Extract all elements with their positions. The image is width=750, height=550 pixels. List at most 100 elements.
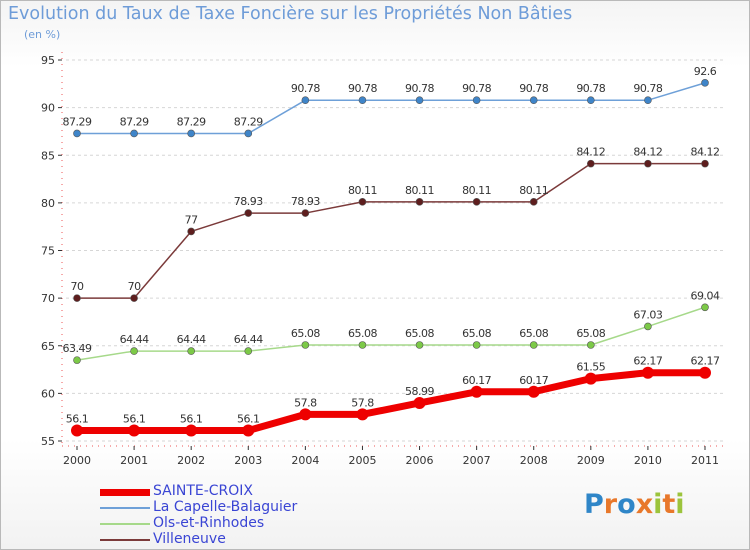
data-label-la-capelle-balaguier: 90.78	[405, 82, 434, 95]
y-tick-label: 95	[41, 54, 55, 67]
x-tick-label: 2006	[406, 454, 434, 467]
data-label-la-capelle-balaguier: 87.29	[63, 115, 92, 128]
data-label-villeneuve: 80.11	[462, 184, 491, 197]
data-point-sainte-croix	[242, 424, 255, 437]
proxiti-logo: Proxiti	[584, 489, 685, 520]
data-label-villeneuve: 77	[185, 213, 198, 226]
data-label-ols-et-rinhodes: 64.44	[177, 333, 206, 346]
data-point-ols-et-rinhodes	[358, 341, 367, 349]
data-point-ols-et-rinhodes	[644, 322, 652, 331]
data-point-la-capelle-balaguier	[130, 129, 138, 138]
x-tick-label: 2004	[291, 454, 319, 467]
legend-label: Villeneuve	[153, 531, 226, 547]
data-label-sainte-croix: 62.17	[691, 355, 720, 368]
data-label-villeneuve: 84.12	[633, 146, 662, 159]
series-line-sainte-croix	[73, 369, 709, 435]
data-point-ols-et-rinhodes	[529, 341, 538, 349]
data-label-villeneuve: 84.12	[576, 146, 605, 159]
data-point-la-capelle-balaguier	[472, 96, 481, 104]
data-label-villeneuve: 80.11	[348, 184, 377, 197]
data-point-sainte-croix	[413, 396, 426, 409]
y-tick-label: 90	[41, 102, 55, 115]
data-point-sainte-croix	[71, 424, 83, 437]
data-point-ols-et-rinhodes	[301, 341, 310, 349]
data-point-ols-et-rinhodes	[587, 341, 595, 349]
x-tick-label: 2011	[691, 454, 719, 467]
data-label-ols-et-rinhodes: 63.49	[63, 342, 92, 355]
data-label-villeneuve: 80.11	[405, 184, 434, 197]
data-point-sainte-croix	[470, 385, 483, 398]
data-label-sainte-croix: 60.17	[462, 374, 491, 387]
x-tick-label: 2008	[520, 454, 548, 467]
data-label-la-capelle-balaguier: 90.78	[348, 82, 377, 95]
data-label-la-capelle-balaguier: 87.29	[177, 115, 206, 128]
data-label-la-capelle-balaguier: 92.6	[694, 65, 717, 78]
data-point-ols-et-rinhodes	[130, 347, 138, 355]
data-label-ols-et-rinhodes: 65.08	[462, 327, 491, 340]
data-label-sainte-croix: 60.17	[519, 374, 548, 387]
data-label-la-capelle-balaguier: 90.78	[576, 82, 605, 95]
x-tick-label: 2000	[63, 454, 91, 467]
data-label-ols-et-rinhodes: 65.08	[576, 327, 605, 340]
x-tick-label: 2005	[348, 454, 376, 467]
data-label-ols-et-rinhodes: 65.08	[405, 327, 434, 340]
data-label-sainte-croix: 57.8	[294, 396, 317, 409]
data-point-ols-et-rinhodes	[472, 341, 481, 349]
data-point-sainte-croix	[128, 424, 141, 437]
data-label-ols-et-rinhodes: 64.44	[120, 333, 149, 346]
data-label-villeneuve: 78.93	[234, 195, 263, 208]
legend-label: SAINTE-CROIX	[153, 483, 254, 499]
data-label-la-capelle-balaguier: 90.78	[462, 82, 491, 95]
y-tick-label: 85	[41, 149, 55, 162]
data-point-sainte-croix	[185, 424, 198, 437]
data-point-villeneuve	[301, 209, 310, 217]
data-point-villeneuve	[472, 198, 481, 206]
data-label-villeneuve: 70	[71, 280, 84, 293]
x-tick-label: 2009	[577, 454, 605, 467]
data-label-ols-et-rinhodes: 67.03	[633, 308, 662, 321]
data-label-villeneuve: 78.93	[291, 195, 320, 208]
data-point-ols-et-rinhodes	[415, 341, 424, 349]
data-label-la-capelle-balaguier: 87.29	[234, 115, 263, 128]
data-point-villeneuve	[587, 159, 595, 168]
legend-label: Ols-et-Rinhodes	[153, 515, 265, 531]
x-tick-label: 2010	[634, 454, 662, 467]
data-point-villeneuve	[187, 227, 195, 236]
data-label-ols-et-rinhodes: 64.44	[234, 333, 263, 346]
data-point-la-capelle-balaguier	[587, 96, 595, 104]
data-label-villeneuve: 70	[128, 280, 141, 293]
legend-swatch-la-capelle-balaguier	[100, 507, 150, 509]
y-tick-label: 60	[41, 387, 55, 400]
data-point-villeneuve	[244, 209, 253, 217]
data-point-villeneuve	[701, 159, 709, 168]
data-point-ols-et-rinhodes	[187, 347, 195, 355]
legend-label: La Capelle-Balaguier	[153, 499, 298, 515]
data-point-la-capelle-balaguier	[415, 96, 424, 104]
y-tick-label: 80	[41, 197, 55, 210]
y-tick-label: 70	[41, 292, 55, 305]
data-label-ols-et-rinhodes: 65.08	[291, 327, 320, 340]
data-point-la-capelle-balaguier	[701, 79, 709, 87]
data-point-sainte-croix	[699, 366, 711, 379]
data-label-ols-et-rinhodes: 69.04	[691, 289, 720, 302]
data-point-sainte-croix	[299, 408, 312, 421]
legend-swatch-sainte-croix	[100, 489, 150, 496]
data-point-villeneuve	[529, 198, 538, 206]
data-point-sainte-croix	[584, 372, 597, 385]
data-point-la-capelle-balaguier	[73, 129, 81, 138]
data-point-la-capelle-balaguier	[358, 96, 367, 104]
data-label-sainte-croix: 57.8	[351, 396, 374, 409]
data-point-la-capelle-balaguier	[301, 96, 310, 104]
data-label-sainte-croix: 56.1	[180, 413, 203, 426]
data-point-villeneuve	[415, 198, 424, 206]
data-label-la-capelle-balaguier: 87.29	[120, 115, 149, 128]
series-line-villeneuve	[76, 162, 706, 299]
data-label-sainte-croix: 56.1	[66, 413, 89, 426]
data-point-sainte-croix	[356, 408, 369, 421]
data-point-ols-et-rinhodes	[73, 356, 81, 364]
chart-subtitle: (en %)	[24, 28, 61, 41]
chart-title: Evolution du Taux de Taxe Foncière sur l…	[8, 4, 573, 24]
data-label-villeneuve: 80.11	[519, 184, 548, 197]
data-point-ols-et-rinhodes	[244, 347, 253, 355]
